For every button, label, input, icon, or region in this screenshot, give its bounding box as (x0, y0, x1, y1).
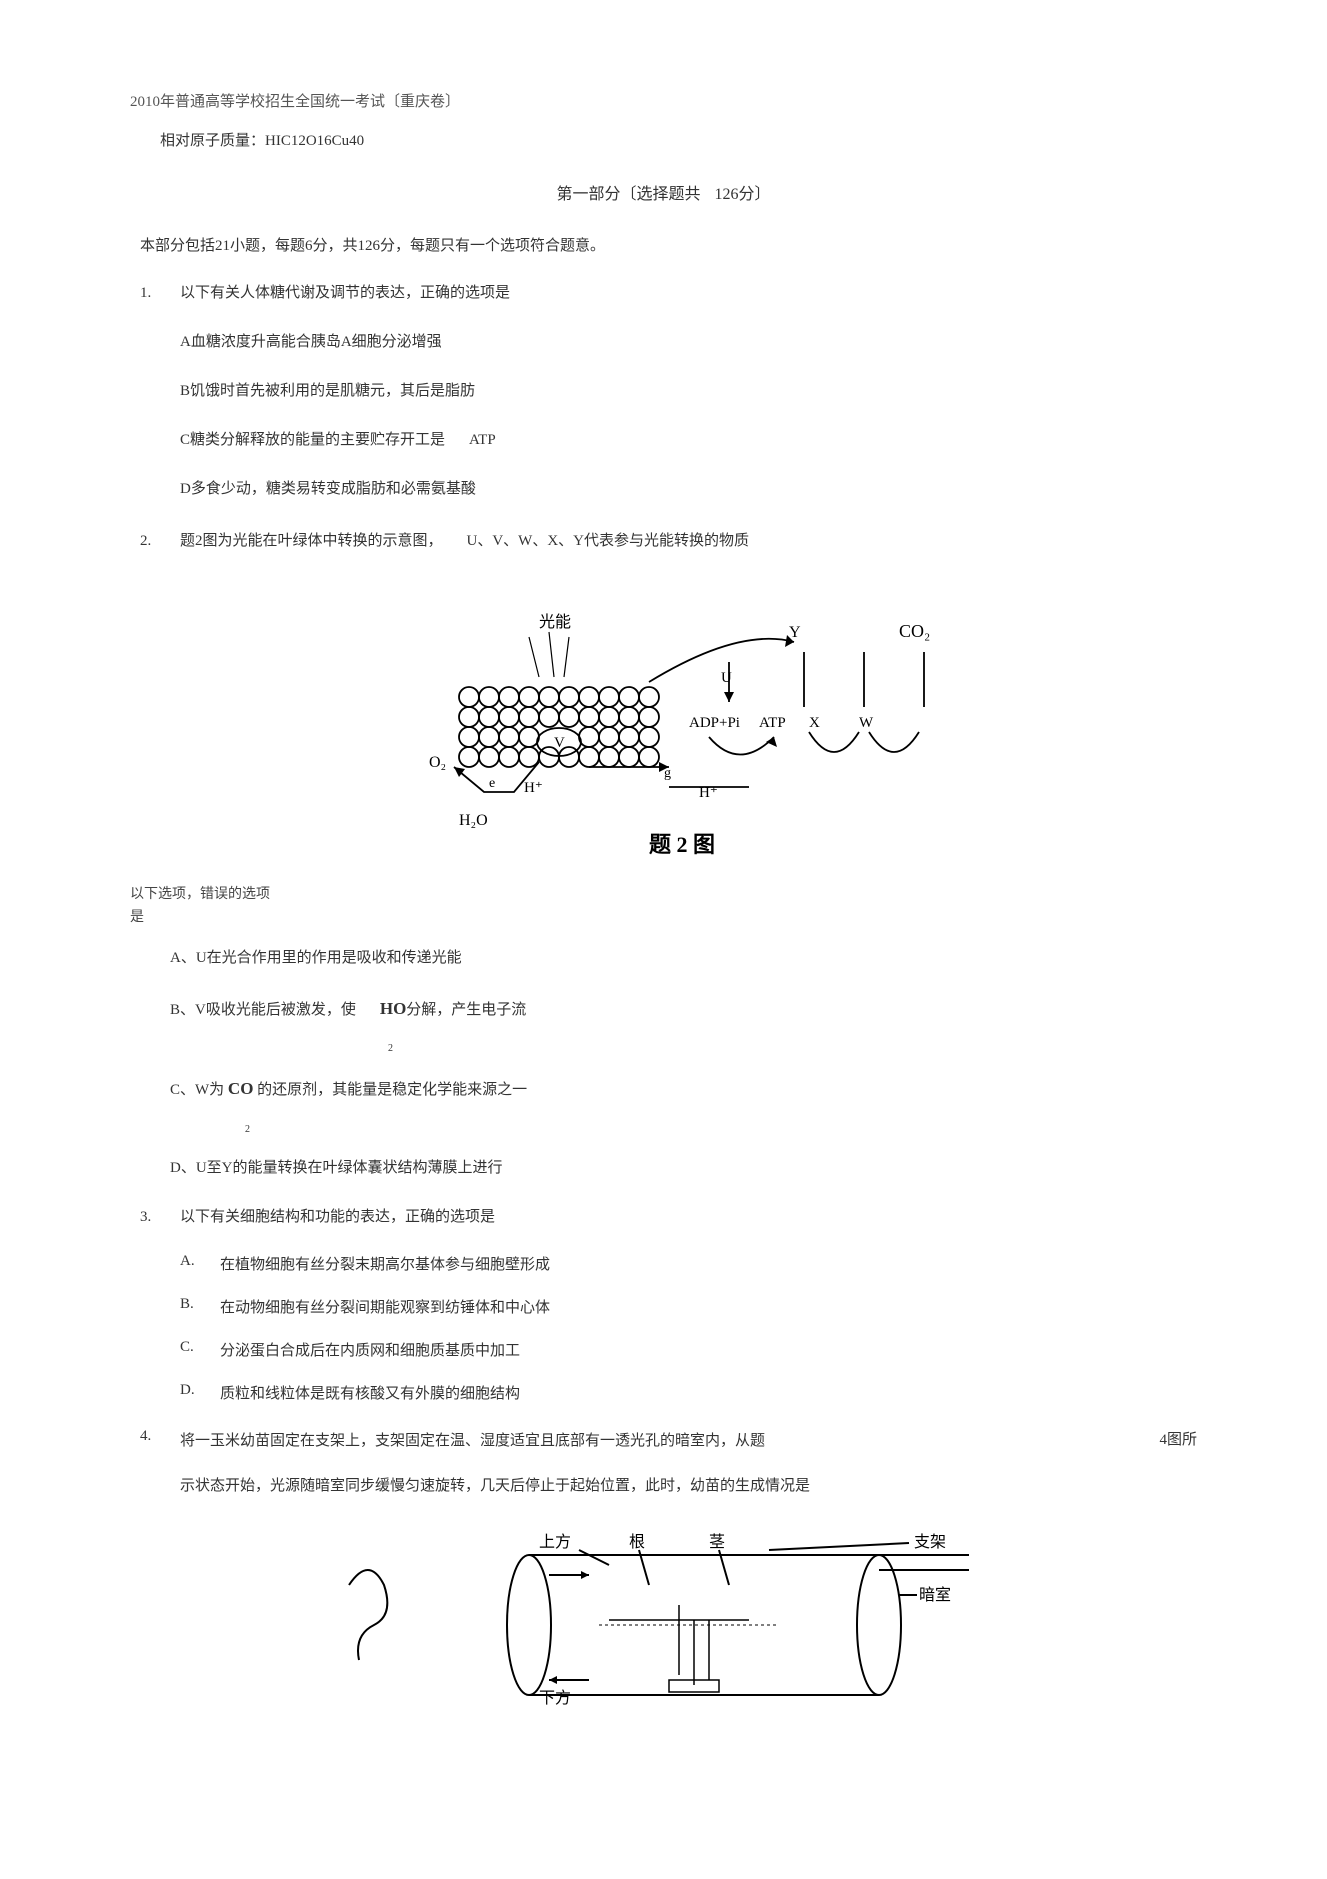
q1-option-a: A血糖浓度升高能合胰岛A细胞分泌增强 (180, 329, 1197, 356)
q3-opta-text: 在植物细胞有丝分裂末期高尔基体参与细胞壁形成 (220, 1253, 550, 1274)
q3-optb-letter: B. (180, 1296, 220, 1317)
label-u: U (721, 670, 732, 686)
q1-option-d: D多食少动，糖类易转变成脂肪和必需氨基酸 (180, 476, 1197, 503)
question-2: 2. 题2图为光能在叶绿体中转换的示意图， U、V、W、X、Y代表参与光能转换的物… (140, 528, 1197, 862)
q4-label-zhijia: 支架 (914, 1533, 946, 1551)
part-points: 126分〕 (715, 186, 771, 203)
q2-optc-sub: 2 (245, 1124, 250, 1135)
q2-option-a: A、U在光合作用里的作用是吸收和传递光能 (170, 945, 1197, 972)
q3-opta-letter: A. (180, 1253, 220, 1274)
exam-header: 2010年普通高等学校招生全国统一考试〔重庆卷〕 (130, 90, 1197, 111)
q1-number: 1. (140, 285, 180, 302)
q1-optc-atp: ATP (469, 432, 496, 448)
q1-optc-prefix: C糖类分解释放的能量的主要贮存开工是 (180, 432, 445, 448)
q2-optb-ho: HO (380, 999, 406, 1018)
label-x: X (809, 715, 820, 731)
question-3: 3. 以下有关细胞结构和功能的表达，正确的选项是 A. 在植物细胞有丝分裂末期高… (140, 1204, 1197, 1403)
q2-optb-prefix: B、V吸收光能后被激发，使 (170, 1002, 356, 1018)
label-light: 光能 (539, 613, 571, 631)
label-hplus: H⁺ (524, 780, 543, 796)
q2-wrong-label-2: 是 (130, 910, 1197, 927)
q4-right-note: 4图所 (1159, 1428, 1197, 1455)
question-4: 4. 将一玉米幼苗固定在支架上，支架固定在温、湿度适宜且底部有一透光孔的暗室内，… (140, 1428, 1197, 1500)
q3-number: 3. (140, 1209, 180, 1226)
q2-text-prefix: 题2图为光能在叶绿体中转换的示意图， (180, 533, 443, 549)
q3-option-b: B. 在动物细胞有丝分裂间期能观察到纺锤体和中心体 (180, 1296, 1197, 1317)
section-instruction: 本部分包括21小题，每题6分，共126分，每题只有一个选项符合题意。 (140, 234, 1197, 255)
atomic-mass-line: 相对原子质量：HIC12O16Cu40 (160, 129, 1197, 150)
q4-label-shang: 上方 (539, 1533, 571, 1551)
q3-option-c: C. 分泌蛋白合成后在内质网和细胞质基质中加工 (180, 1339, 1197, 1360)
q4-line2: 示状态开始，光源随暗室同步缓慢匀速旋转，几天后停止于起始位置，此时，幼苗的生成情… (180, 1473, 1197, 1500)
q4-figure: 上方 根 茎 支架 暗室 下方 (130, 1525, 1197, 1710)
q2-text-suffix: U、V、W、X、Y代表参与光能转换的物质 (467, 533, 750, 549)
label-e: e (489, 776, 495, 791)
q2-optc-co: CO (228, 1079, 254, 1098)
q4-number: 4. (140, 1428, 180, 1500)
q3-optb-text: 在动物细胞有丝分裂间期能观察到纺锤体和中心体 (220, 1296, 550, 1317)
q3-optd-letter: D. (180, 1382, 220, 1403)
q2-optc-suffix: 的还原剂，其能量是稳定化学能来源之一 (257, 1082, 527, 1098)
q4-label-gen: 根 (629, 1533, 645, 1551)
q2-optb-suffix: 分解，产生电子流 (406, 1002, 526, 1018)
label-y: Y (789, 624, 801, 641)
q2-wrong-label-1: 以下选项，错误的选项 (130, 887, 1197, 904)
q2-option-c: C、W为 CO 的还原剂，其能量是稳定化学能来源之一 2 (170, 1074, 1197, 1133)
q4-label-xia: 下方 (539, 1689, 571, 1705)
q3-option-a: A. 在植物细胞有丝分裂末期高尔基体参与细胞壁形成 (180, 1253, 1197, 1274)
q2-optb-sub: 2 (388, 1043, 393, 1054)
q2-figure: V 光能 Y CO₂ U ADP+Pi ATP X W (140, 577, 1197, 862)
q4-label-anshi: 暗室 (919, 1586, 951, 1604)
q4-diagram-svg: 上方 根 茎 支架 暗室 下方 (339, 1525, 989, 1705)
q2-optc-prefix: C、W为 (170, 1082, 224, 1098)
q2-figure-caption: 题 2 图 (649, 832, 715, 857)
label-h2o: H₂O (459, 812, 488, 829)
q1-text: 以下有关人体糖代谢及调节的表达，正确的选项是 (180, 280, 510, 307)
q4-label-jing: 茎 (709, 1533, 725, 1551)
q2-diagram-svg: V 光能 Y CO₂ U ADP+Pi ATP X W (389, 577, 949, 857)
q1-option-b: B饥饿时首先被利用的是肌糖元，其后是脂肪 (180, 378, 1197, 405)
part-title: 第一部分〔选择题共 126分〕 (130, 180, 1197, 204)
q2-option-b: B、V吸收光能后被激发，使 HO分解，产生电子流 2 (170, 994, 1197, 1053)
part-prefix: 第一部分〔选择题共 (556, 186, 700, 203)
q1-option-c: C糖类分解释放的能量的主要贮存开工是 ATP (180, 427, 1197, 454)
q2-option-d: D、U至Y的能量转换在叶绿体囊状结构薄膜上进行 (170, 1155, 1197, 1182)
label-o2: O₂ (429, 754, 446, 771)
question-1: 1. 以下有关人体糖代谢及调节的表达，正确的选项是 A血糖浓度升高能合胰岛A细胞… (140, 280, 1197, 503)
q3-optd-text: 质粒和线粒体是既有核酸又有外膜的细胞结构 (220, 1382, 520, 1403)
label-w: W (859, 715, 874, 731)
q3-optc-letter: C. (180, 1339, 220, 1360)
q3-option-d: D. 质粒和线粒体是既有核酸又有外膜的细胞结构 (180, 1382, 1197, 1403)
membrane-left-cluster (459, 687, 659, 767)
q2-number: 2. (140, 533, 180, 550)
label-co2: CO₂ (899, 621, 930, 641)
q3-text: 以下有关细胞结构和功能的表达，正确的选项是 (180, 1204, 495, 1231)
q2-text: 题2图为光能在叶绿体中转换的示意图， U、V、W、X、Y代表参与光能转换的物质 (180, 528, 749, 555)
label-adp-pi: ADP+Pi (689, 715, 740, 731)
q3-optc-text: 分泌蛋白合成后在内质网和细胞质基质中加工 (220, 1339, 520, 1360)
label-atp: ATP (759, 715, 786, 731)
q4-line1: 将一玉米幼苗固定在支架上，支架固定在温、湿度适宜且底部有一透光孔的暗室内，从题 (180, 1428, 765, 1455)
label-v: V (554, 735, 565, 751)
